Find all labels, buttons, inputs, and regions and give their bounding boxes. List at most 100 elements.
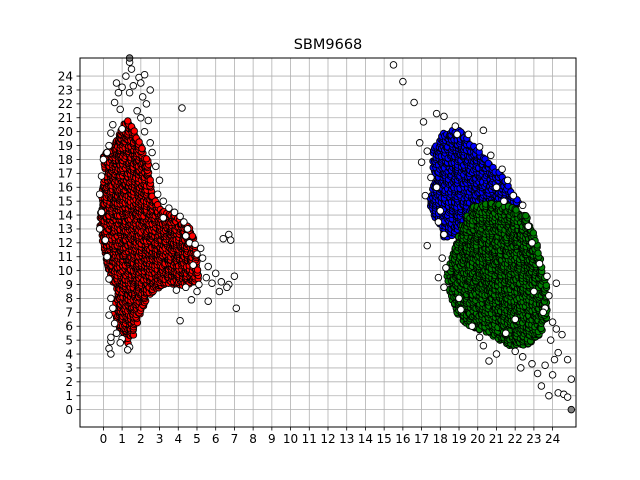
data-point [518,201,527,210]
data-point [440,283,448,292]
x-tick-label: 16 [395,432,410,446]
data-point [453,130,461,139]
cluster-point [512,206,520,214]
data-point [479,341,488,350]
data-point [455,294,463,303]
data-point [485,357,493,365]
data-point [550,355,559,364]
data-point [479,126,488,135]
data-point [567,405,576,414]
cluster-0 [96,117,203,347]
data-point [215,287,224,296]
data-point [159,197,168,205]
y-tick-label: 8 [65,292,73,306]
data-point [487,151,495,160]
data-point [178,104,186,112]
data-point [140,127,149,136]
data-point [187,296,196,304]
data-point [116,105,124,114]
y-tick-label: 10 [58,264,73,278]
data-point [440,230,448,239]
data-point [548,318,557,326]
y-tick-label: 14 [58,208,73,222]
data-point [182,283,190,292]
x-tick-label: 18 [433,432,448,446]
data-point [541,361,549,369]
y-tick-label: 18 [58,153,73,167]
y-tick-label: 6 [65,320,73,334]
data-point [552,279,561,287]
x-tick-label: 12 [320,432,335,446]
y-tick-label: 0 [65,403,73,417]
data-point [410,98,418,107]
data-point [530,287,538,296]
data-point [563,393,572,401]
data-point [195,280,203,289]
data-point [217,278,226,286]
data-point [432,183,441,192]
data-point [95,225,104,233]
data-point [110,98,119,107]
cluster-point [146,176,154,184]
data-point [112,79,121,87]
data-point [442,264,450,272]
data-point [533,369,542,378]
cluster-point [534,249,542,257]
data-point [436,207,445,215]
data-point [524,222,533,230]
data-point [176,316,184,325]
data-point [112,329,121,337]
data-point [423,241,431,250]
data-point [155,176,164,185]
x-tick-label: 24 [545,432,560,446]
x-tick-label: 19 [451,432,466,446]
x-tick-label: 22 [508,432,523,446]
chart-title: SBM9668 [294,37,363,53]
data-point [517,364,525,372]
data-point [182,232,190,240]
data-point [511,315,519,324]
data-point [125,88,134,97]
data-point [138,93,147,101]
data-point [109,304,117,312]
y-tick-label: 5 [65,333,73,347]
data-point [502,329,510,337]
x-tick-label: 11 [302,432,317,446]
data-point [116,339,124,347]
data-point [537,382,546,390]
x-tick-label: 14 [358,432,373,446]
x-tick-label: 8 [249,432,257,446]
data-point [415,139,424,147]
y-tick-label: 16 [58,181,73,195]
data-point [434,218,443,226]
data-point [95,190,104,198]
data-point [153,190,162,198]
cluster-point [138,144,146,153]
y-tick-label: 17 [58,167,73,181]
data-point [118,125,126,133]
y-tick-label: 23 [58,83,73,97]
y-tick-label: 4 [65,347,73,361]
cluster-point [188,232,197,240]
data-point [500,197,508,205]
data-point [140,70,149,79]
data-point [539,308,547,317]
data-point [468,322,476,330]
data-point [232,304,241,312]
data-point [123,346,132,354]
data-point [546,336,555,344]
data-point [137,79,145,87]
cluster-point [124,117,132,125]
data-point [183,225,192,233]
y-tick-label: 11 [58,250,73,264]
data-point [451,122,460,130]
data-point [114,88,123,97]
data-point [107,129,115,137]
y-tick-label: 3 [65,361,73,375]
data-point [110,319,119,328]
data-point [475,143,484,151]
data-point [548,371,557,379]
data-point [189,261,197,269]
x-tick-label: 23 [526,432,541,446]
